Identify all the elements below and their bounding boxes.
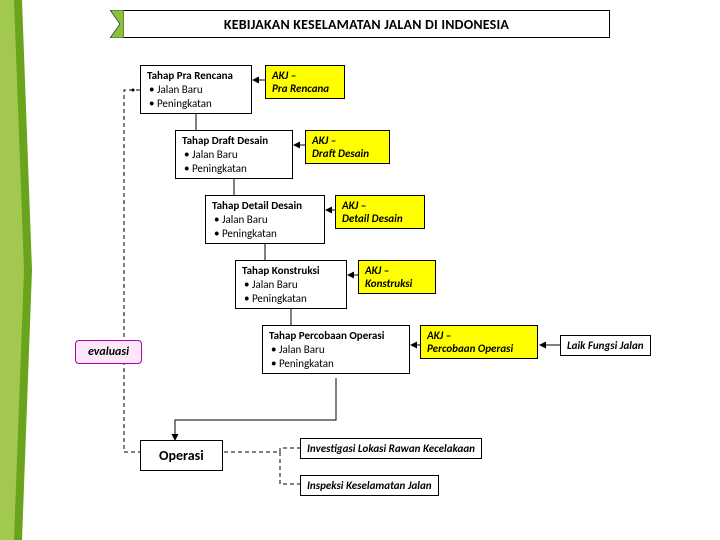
stage-header: Tahap Percobaan Operasi (269, 329, 403, 343)
stage-items: Jalan BaruPeningkatan (149, 83, 245, 111)
stage-item: Jalan Baru (271, 343, 403, 357)
investigasi-box: Investigasi Lokasi Rawan Kecelakaan (300, 438, 482, 459)
evaluasi-box: evaluasi (75, 340, 142, 364)
stage-item: Jalan Baru (214, 213, 318, 227)
investigasi-label: Investigasi Lokasi Rawan Kecelakaan (307, 442, 475, 455)
akj-line2: Pra Rencana (272, 82, 338, 95)
stage-items: Jalan BaruPeningkatan (214, 213, 318, 241)
akj-line1: AKJ – (365, 264, 429, 277)
operasi-label: Operasi (159, 447, 204, 464)
stage-item: Jalan Baru (149, 83, 245, 97)
stage-item: Peningkatan (244, 292, 340, 306)
akj-box-4: AKJ –Percobaan Operasi (420, 325, 538, 359)
operasi-box: Operasi (140, 440, 223, 471)
title-chevron-icon (110, 10, 124, 38)
stage-item: Peningkatan (149, 97, 245, 111)
stage-items: Jalan BaruPeningkatan (244, 278, 340, 306)
left-decor (0, 0, 32, 540)
akj-line1: AKJ – (427, 329, 531, 342)
akj-line2: Draft Desain (312, 147, 383, 160)
title-banner: KEBIJAKAN KESELAMATAN JALAN DI INDONESIA (110, 10, 610, 38)
akj-line2: Konstruksi (365, 277, 429, 290)
akj-line1: AKJ – (272, 69, 338, 82)
stage-box-1: Tahap Draft DesainJalan BaruPeningkatan (175, 130, 293, 179)
stage-header: Tahap Pra Rencana (147, 69, 245, 83)
stage-box-3: Tahap KonstruksiJalan BaruPeningkatan (235, 260, 347, 309)
akj-line1: AKJ – (312, 134, 383, 147)
stage-items: Jalan BaruPeningkatan (184, 148, 286, 176)
stage-header: Tahap Konstruksi (242, 264, 340, 278)
akj-box-3: AKJ –Konstruksi (358, 260, 436, 294)
akj-box-0: AKJ –Pra Rencana (265, 65, 345, 99)
akj-line2: Detail Desain (342, 212, 418, 225)
stage-item: Peningkatan (184, 162, 286, 176)
stage-item: Jalan Baru (244, 278, 340, 292)
stage-box-4: Tahap Percobaan OperasiJalan BaruPeningk… (262, 325, 410, 374)
stage-item: Jalan Baru (184, 148, 286, 162)
stage-box-2: Tahap Detail DesainJalan BaruPeningkatan (205, 195, 325, 244)
inspeksi-box: Inspeksi Keselamatan Jalan (300, 475, 439, 496)
stage-header: Tahap Detail Desain (212, 199, 318, 213)
akj-box-2: AKJ –Detail Desain (335, 195, 425, 229)
laik-box: Laik Fungsi Jalan (560, 335, 651, 356)
inspeksi-label: Inspeksi Keselamatan Jalan (307, 479, 432, 492)
stage-items: Jalan BaruPeningkatan (271, 343, 403, 371)
stage-header: Tahap Draft Desain (182, 134, 286, 148)
akj-line1: AKJ – (342, 199, 418, 212)
stage-item: Peningkatan (271, 357, 403, 371)
laik-label: Laik Fungsi Jalan (567, 339, 644, 352)
stage-box-0: Tahap Pra RencanaJalan BaruPeningkatan (140, 65, 252, 114)
page-title: KEBIJAKAN KESELAMATAN JALAN DI INDONESIA (124, 10, 610, 38)
akj-box-1: AKJ –Draft Desain (305, 130, 390, 164)
stage-item: Peningkatan (214, 227, 318, 241)
akj-line2: Percobaan Operasi (427, 342, 531, 355)
evaluasi-label: evaluasi (88, 345, 129, 359)
